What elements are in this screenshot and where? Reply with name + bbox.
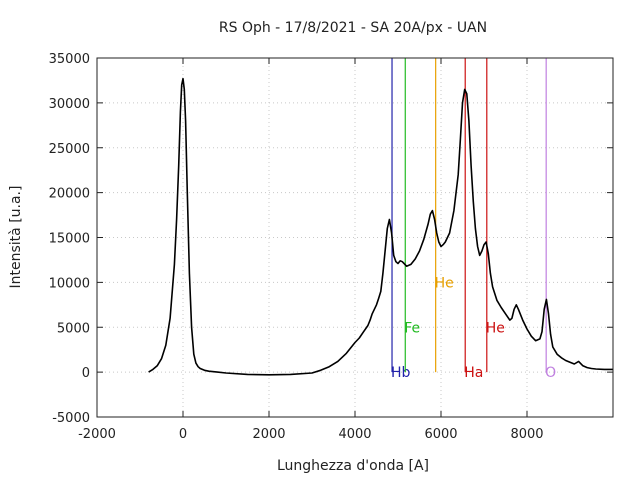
chart-title: RS Oph - 17/8/2021 - SA 20A/px - UAN (219, 20, 487, 36)
y-tick-label: 25000 (49, 142, 90, 157)
x-tick-label: 0 (179, 427, 187, 442)
y-tick-label: 20000 (49, 187, 90, 202)
emission-line-label: Ha (464, 365, 483, 381)
y-tick-label: 15000 (49, 232, 90, 247)
y-tick-label: 35000 (49, 52, 90, 67)
grid (97, 58, 613, 417)
y-tick-label: 30000 (49, 97, 90, 112)
emission-line-label: O (545, 365, 556, 381)
tick-labels: -2000 0 2000 4000 6000 8000 -5000 0 5000 10000 150… (49, 52, 613, 442)
emission-line-markers: Hb Fe He Ha He O (391, 58, 556, 381)
x-tick-label: -2000 (78, 427, 116, 442)
y-tick-label: 5000 (57, 321, 90, 336)
x-tick-label: 4000 (338, 427, 371, 442)
x-tick-label: 6000 (424, 427, 457, 442)
emission-line-label: He (435, 275, 454, 291)
emission-line-label: He (486, 320, 505, 336)
emission-line-label: Hb (391, 365, 411, 381)
x-tick-label: 2000 (252, 427, 285, 442)
plot-frame (96, 57, 614, 418)
series (148, 77, 613, 376)
y-tick-label: 10000 (49, 276, 90, 291)
x-tick-label: 8000 (510, 427, 543, 442)
y-tick-label: 0 (82, 366, 90, 381)
emission-line-label: Fe (404, 320, 420, 336)
y-axis-label: Intensità [u.a.] (8, 186, 24, 289)
spectrum-line (148, 77, 613, 376)
x-axis-label: Lunghezza d'onda [A] (277, 458, 429, 474)
y-tick-label: -5000 (52, 411, 90, 426)
